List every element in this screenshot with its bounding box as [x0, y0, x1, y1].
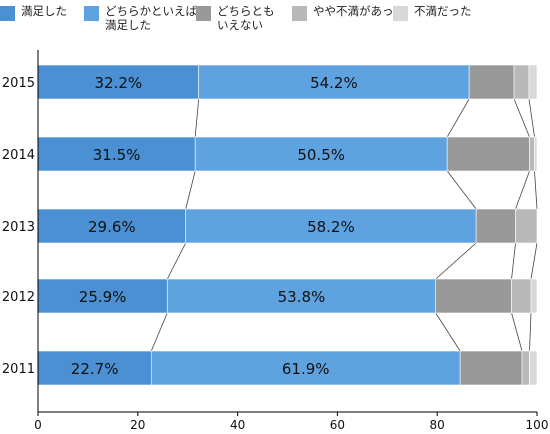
- connector-line: [435, 242, 477, 280]
- connector-line: [515, 170, 530, 210]
- data-label: 31.5%: [93, 146, 141, 164]
- bar-segment: [475, 208, 516, 244]
- bar-segment: [511, 278, 532, 314]
- connector-line: [534, 170, 538, 210]
- legend-swatch: [196, 6, 211, 21]
- category-label: 2012: [2, 290, 35, 305]
- legend-label: やや不満があった: [313, 4, 405, 18]
- connector-line: [511, 312, 523, 352]
- x-tick-label: 60: [330, 418, 345, 432]
- connector-line: [185, 170, 196, 210]
- bar-segment: [198, 64, 470, 100]
- legend-item: どちらかといえば 満足した: [84, 4, 197, 32]
- x-tick-label: 100: [526, 418, 549, 432]
- bar-segment: [37, 208, 187, 244]
- legend-swatch: [292, 6, 307, 21]
- connector-line: [529, 312, 532, 352]
- legend-swatch: [84, 6, 99, 21]
- data-label: 29.6%: [88, 218, 136, 236]
- data-label: 58.2%: [307, 218, 355, 236]
- data-label: 54.2%: [310, 74, 358, 92]
- connector-line: [194, 98, 200, 138]
- bar-segment: [528, 64, 538, 100]
- bar-segment: [150, 350, 461, 386]
- connector-line: [446, 98, 470, 138]
- bar-segment: [468, 64, 515, 100]
- category-label: 2011: [2, 362, 35, 377]
- legend-swatch: [393, 6, 408, 21]
- bar-segment: [446, 136, 530, 172]
- connector-line: [513, 98, 530, 138]
- bar-segment: [37, 136, 196, 172]
- legend-item: どちらとも いえない: [196, 4, 275, 32]
- legend-item: やや不満があった: [292, 4, 405, 21]
- data-label: 32.2%: [95, 74, 143, 92]
- x-tick-label: 40: [230, 418, 245, 432]
- x-tick-label: 80: [430, 418, 445, 432]
- bar-segment: [185, 208, 477, 244]
- data-label: 50.5%: [297, 146, 345, 164]
- bar-segment: [515, 208, 538, 244]
- legend-label: どちらとも いえない: [217, 4, 275, 32]
- bar-segment: [529, 136, 535, 172]
- data-label: 53.8%: [278, 288, 326, 306]
- connector-line: [435, 312, 461, 352]
- data-label: 61.9%: [282, 360, 330, 378]
- legend-label: どちらかといえば 満足した: [105, 4, 197, 32]
- data-label: 22.7%: [71, 360, 119, 378]
- connector-line: [446, 170, 477, 210]
- legend-item: 不満だった: [393, 4, 472, 21]
- category-label: 2014: [2, 148, 35, 163]
- legend-label: 不満だった: [414, 4, 472, 18]
- connector-line: [528, 98, 535, 138]
- data-label: 25.9%: [79, 288, 127, 306]
- bar-segment: [534, 136, 538, 172]
- x-tick-label: 0: [34, 418, 42, 432]
- connector-line: [150, 312, 168, 352]
- bar-segment: [37, 350, 152, 386]
- connector-line: [530, 242, 538, 280]
- bar-segment: [459, 350, 523, 386]
- bar-segment: [521, 350, 530, 386]
- category-label: 2013: [2, 220, 35, 235]
- legend: 満足した どちらかといえば 満足した どちらとも いえない やや不満があった 不満だった: [0, 4, 550, 44]
- legend-label: 満足した: [21, 4, 67, 18]
- connector-line: [511, 242, 516, 280]
- bar-segment: [513, 64, 530, 100]
- legend-item: 満足した: [0, 4, 67, 21]
- category-label: 2015: [2, 76, 35, 91]
- bar-segment: [529, 350, 538, 386]
- bar-segment: [37, 64, 199, 100]
- bar-segment: [435, 278, 512, 314]
- bar-segment: [530, 278, 538, 314]
- x-tick-label: 20: [130, 418, 145, 432]
- bar-segment: [166, 278, 437, 314]
- connector-line: [166, 242, 187, 280]
- legend-swatch: [0, 6, 15, 21]
